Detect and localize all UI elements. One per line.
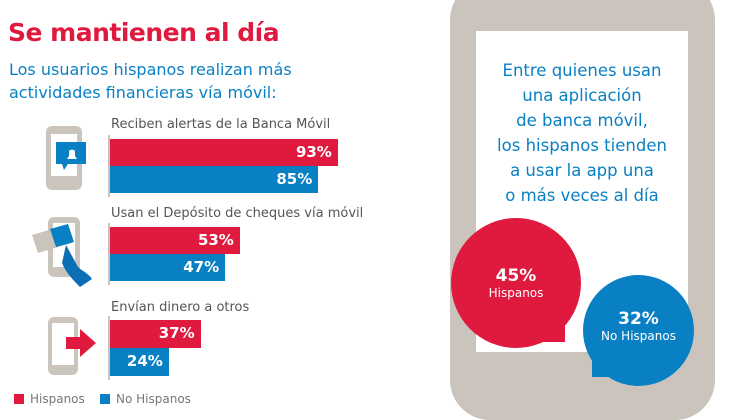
- legend-label: Hispanos: [30, 392, 85, 406]
- bar-no-hispanos: 47%: [110, 254, 226, 281]
- phone-bell-alert-icon: [46, 126, 86, 190]
- axis-line: [108, 135, 110, 197]
- callout-message: Entre quienes usan una aplicación de ban…: [476, 58, 688, 208]
- bubble-value: 32%: [618, 309, 659, 329]
- page-title: Se mantienen al día: [8, 18, 280, 47]
- bar-no-hispanos: 85%: [110, 166, 319, 193]
- no-hispanos-bubble: 32% No Hispanos: [583, 275, 694, 386]
- phone-check-deposit-icon: [32, 217, 92, 287]
- legend-no-hispanos: No Hispanos: [100, 392, 191, 406]
- data-label: 93%: [295, 143, 332, 161]
- message-line: de banca móvil,: [516, 111, 648, 130]
- category-label: Envían dinero a otros: [111, 300, 250, 315]
- legend-hispanos: Hispanos: [14, 392, 85, 406]
- axis-line: [108, 316, 110, 380]
- data-label: 37%: [158, 324, 195, 342]
- category-label: Usan el Depósito de cheques vía móvil: [111, 206, 364, 221]
- bar-no-hispanos: 24%: [110, 348, 169, 376]
- bar-hispanos: 93%: [110, 139, 338, 166]
- legend-label: No Hispanos: [116, 392, 191, 406]
- bar-hispanos: 37%: [110, 320, 201, 348]
- subtitle: Los usuarios hispanos realizan más activ…: [9, 60, 292, 102]
- phone-send-money-icon: [48, 317, 96, 375]
- message-line: Entre quienes usan: [502, 61, 662, 80]
- message-line: una aplicación: [522, 86, 642, 105]
- bubble-value: 45%: [495, 266, 537, 286]
- legend-swatch: [14, 394, 24, 404]
- message-line: los hispanos tienden: [497, 136, 667, 155]
- data-label: 85%: [276, 170, 313, 188]
- axis-line: [108, 223, 110, 285]
- category-label: Reciben alertas de la Banca Móvil: [111, 117, 331, 132]
- data-label: 53%: [197, 231, 234, 249]
- legend-swatch: [100, 394, 110, 404]
- message-line: o más veces al día: [505, 186, 659, 205]
- bubble-label: Hispanos: [488, 286, 544, 300]
- hispanos-bubble: 45% Hispanos: [451, 218, 581, 348]
- bubble-label: No Hispanos: [601, 329, 676, 343]
- bar-hispanos: 53%: [110, 227, 240, 254]
- data-label: 47%: [183, 258, 220, 276]
- data-label: 24%: [126, 352, 163, 370]
- message-line: a usar la app una: [510, 161, 654, 180]
